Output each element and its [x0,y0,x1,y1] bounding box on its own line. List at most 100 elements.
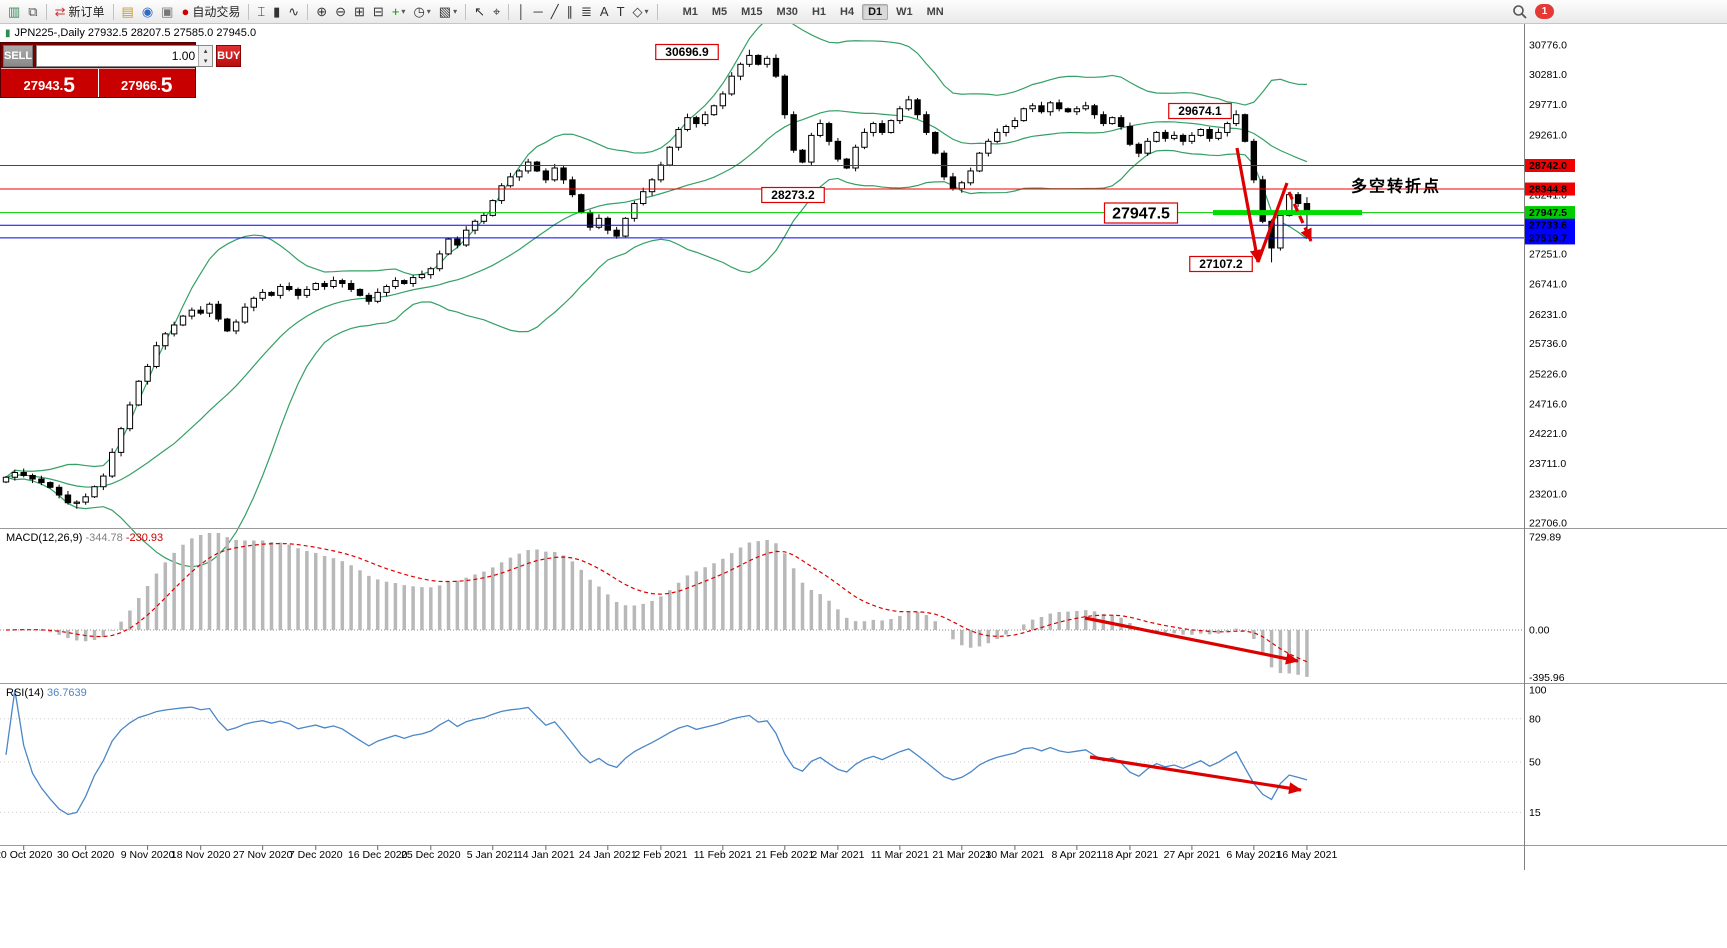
buy-button[interactable]: BUY [216,45,242,67]
text-button[interactable]: A [597,2,612,21]
svg-text:100: 100 [1529,685,1547,697]
svg-text:7 Dec 2020: 7 Dec 2020 [289,849,343,861]
volume-decrease-button[interactable]: ▾ [199,56,213,66]
svg-text:21 Feb 2021: 21 Feb 2021 [755,849,814,861]
tile-windows-button[interactable]: ⊞ [351,2,368,21]
periods-icon: ◷ [413,4,425,19]
cursor-icon: ↖ [474,4,486,19]
timeframe-h4[interactable]: H4 [840,5,855,18]
timeframe-m1[interactable]: M1 [682,5,698,18]
chart-window-button[interactable]: ▥ [5,2,23,21]
cascade-windows-button[interactable]: ⊟ [370,2,387,21]
svg-text:多空转折点: 多空转折点 [1351,177,1441,196]
new-order-button[interactable]: ⇄ 新订单 [52,2,108,21]
autotrading-button-label: 自动交易 [192,5,241,19]
svg-text:30281.0: 30281.0 [1529,69,1567,81]
sell-button[interactable]: SELL [3,45,34,67]
toolbox-button[interactable]: ▤ [119,2,137,21]
community-button[interactable]: ◉ [139,2,156,21]
buy-price[interactable]: 27966. 5 [97,69,196,97]
autotrading-button[interactable]: ● 自动交易 [178,2,243,21]
volume-input[interactable] [37,46,199,66]
cascade-windows-icon: ⊟ [372,4,384,19]
svg-text:26231.0: 26231.0 [1529,309,1567,321]
chart-title-bar: ▮ JPN225-,Daily 27932.5 28207.5 27585.0 … [5,27,257,39]
svg-text:24716.0: 24716.0 [1529,399,1567,411]
timeframe-m15[interactable]: M15 [741,5,763,18]
svg-text:27947.5: 27947.5 [1529,207,1567,219]
timeframe-h1[interactable]: H1 [811,5,826,18]
svg-text:30 Oct 2020: 30 Oct 2020 [57,849,114,861]
svg-text:16 Dec 2020: 16 Dec 2020 [348,849,408,861]
timeframe-d1[interactable]: D1 [862,3,889,20]
channel-button[interactable]: ∥ [564,2,577,21]
timeframe-toolbar: M1 M5 M15 M30 H1 H4 D1 W1 MN [676,3,951,20]
caret-down-icon: ▾ [401,7,406,16]
line-chart-button[interactable]: ∿ [285,2,302,21]
toolbar-separator [508,3,510,20]
vertical-line-button[interactable]: │ [514,2,528,21]
svg-text:50: 50 [1529,757,1541,769]
zoom-in-button[interactable]: ⊕ [313,2,330,21]
toolbar-separator [248,3,250,20]
svg-text:25226.0: 25226.0 [1529,368,1567,380]
svg-text:27733.6: 27733.6 [1529,220,1567,232]
candles-chart-icon: ▮ [273,4,281,19]
indicators-icon: + [391,4,400,19]
svg-text:30696.9: 30696.9 [665,45,709,59]
toolbar-right: 1 [1512,0,1554,23]
cursor-button[interactable]: ↖ [471,2,488,21]
svg-text:6 May 2021: 6 May 2021 [1226,849,1281,861]
fibonacci-button[interactable]: ≣ [578,2,595,21]
periods-button[interactable]: ◷ ▾ [410,2,433,21]
indicators-button[interactable]: + ▾ [389,2,409,21]
label-button[interactable]: T [614,2,628,21]
svg-text:14 Jan 2021: 14 Jan 2021 [517,849,575,861]
vertical-line-icon: │ [517,4,526,19]
macd-panel: MACD(12,26,9) -344.78 -230.93 [0,532,1524,677]
template-button[interactable]: ▧ ▾ [436,2,460,21]
svg-text:24 Jan 2021: 24 Jan 2021 [579,849,637,861]
shapes-button[interactable]: ◇ ▾ [630,2,652,21]
svg-text:29771.0: 29771.0 [1529,99,1567,111]
timeframe-mn[interactable]: MN [926,5,944,18]
svg-text:29674.1: 29674.1 [1178,104,1222,118]
profiles-button[interactable]: ⧉ [25,2,40,21]
svg-text:21 Mar 2021: 21 Mar 2021 [932,849,991,861]
sell-price[interactable]: 27943. 5 [1,69,98,97]
svg-text:8 Apr 2021: 8 Apr 2021 [1051,849,1102,861]
svg-text:26741.0: 26741.0 [1529,279,1567,291]
volume-increase-button[interactable]: ▴ [199,46,213,56]
candlestick-mini-icon: ▮ [5,27,11,39]
svg-text:16 May 2021: 16 May 2021 [1277,849,1338,861]
svg-text:27107.2: 27107.2 [1199,257,1243,271]
candles-chart-button[interactable]: ▮ [270,2,283,21]
market-button[interactable]: ▣ [158,2,176,21]
horizontal-line-button[interactable]: ─ [530,2,545,21]
tile-windows-icon: ⊞ [354,4,365,19]
zoom-out-button[interactable]: ⊖ [332,2,349,21]
notification-badge[interactable]: 1 [1535,4,1554,19]
svg-text:27519.7: 27519.7 [1529,232,1567,244]
zoom-in-icon: ⊕ [316,4,328,19]
crosshair-button[interactable]: ⌖ [490,2,503,21]
svg-text:30776.0: 30776.0 [1529,40,1567,52]
svg-text:11 Mar 2021: 11 Mar 2021 [871,849,929,861]
timeframe-m30[interactable]: M30 [776,5,798,18]
new-order-icon: ⇄ [54,4,66,19]
timeframe-w1[interactable]: W1 [896,5,913,18]
svg-text:28344.8: 28344.8 [1529,184,1567,196]
toolbar-separator [465,3,467,20]
chart-window-icon: ▥ [8,4,21,19]
timeframe-m5[interactable]: M5 [711,5,728,18]
bars-chart-button[interactable]: ⌶ [254,2,268,21]
trendline-button[interactable]: ╱ [548,2,562,21]
toolbar-buttons: ▥ ⧉ ⇄ 新订单 ▤ ◉ ▣ ● 自动交易 ⌶ ▮ ∿ ⊕ ⊖ ⊞ ⊟ + ▾ ◷ ▾ ▧ ▾ ↖ ⌖ │ ─ ╱ ∥ ≣ A T ◇ ▾ [0,0,662,23]
new-order-button-label: 新订单 [68,5,105,19]
svg-text:18 Apr 2021: 18 Apr 2021 [1102,849,1159,861]
svg-text:24221.0: 24221.0 [1529,428,1567,440]
search-icon[interactable] [1512,4,1528,20]
